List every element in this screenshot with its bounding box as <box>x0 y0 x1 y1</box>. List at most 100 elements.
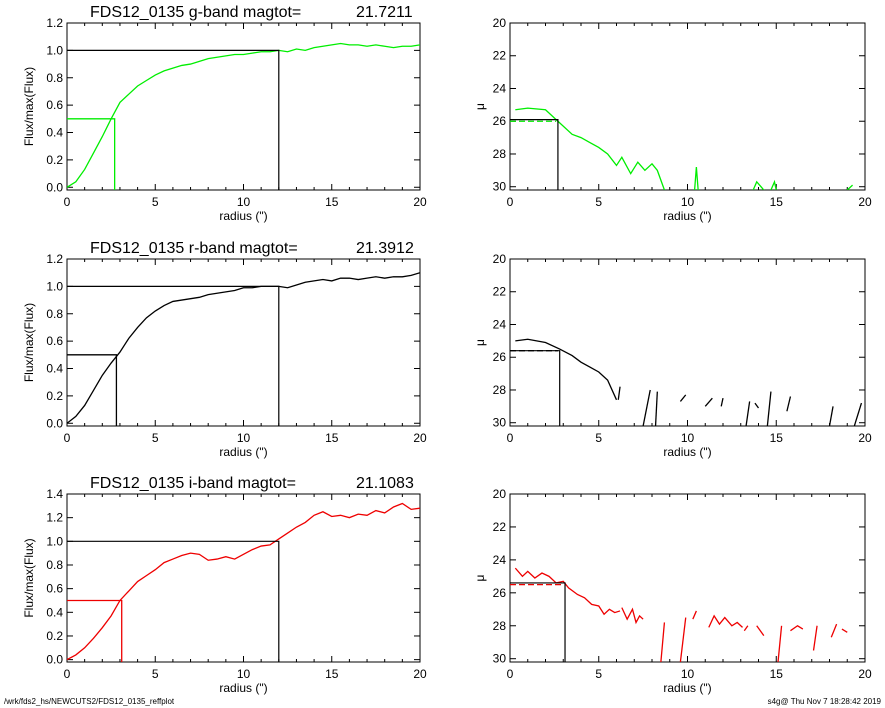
plot-frame <box>509 258 866 427</box>
y-tick-label: 30 <box>493 416 507 430</box>
profile-segment <box>515 107 666 190</box>
x-tick-label: 0 <box>507 431 514 445</box>
x-axis-label: radius (") <box>663 681 711 695</box>
g-band-growth-curve-panel: 0 5 10 15 20 0.0 0.2 0.4 0.6 0.8 1.0 1.2 radius (") F… <box>22 4 427 223</box>
x-tick-label: 20 <box>858 195 872 209</box>
x-tick-label: 10 <box>237 195 251 209</box>
y-tick-label: 0.0 <box>46 416 63 430</box>
half-light-marker <box>67 599 123 662</box>
total-light-marker <box>67 285 280 426</box>
y-tick-label: 26 <box>493 350 507 364</box>
x-tick-label: 15 <box>325 431 339 445</box>
x-tick-label: 20 <box>858 431 872 445</box>
plot-area <box>67 42 420 190</box>
reff-marker <box>510 582 566 662</box>
profile-segment <box>720 398 724 407</box>
y-tick-label: 0.4 <box>46 362 63 376</box>
profile-segment <box>777 625 783 662</box>
x-tick-label: 0 <box>64 195 71 209</box>
y-tick-label: 24 <box>493 81 507 95</box>
y-tick-label: 0.8 <box>46 558 63 572</box>
series-line <box>67 42 420 188</box>
x-tick-label: 20 <box>413 667 427 681</box>
y-tick-label: 28 <box>493 619 507 633</box>
footer-timestamp: s4g@ Thu Nov 7 18:28:42 2019 <box>768 697 882 706</box>
y-tick-label: 0.8 <box>46 71 63 85</box>
half-light-marker <box>67 354 118 426</box>
chart-title-magtot: 21.3912 <box>356 240 414 257</box>
plot-frame <box>66 22 421 191</box>
y-tick-label: 28 <box>493 383 507 397</box>
x-tick-label: 0 <box>64 431 71 445</box>
y-tick-label: 0.2 <box>46 389 63 403</box>
x-tick-label: 15 <box>325 667 339 681</box>
x-axis-label: radius (") <box>663 445 711 459</box>
y-axis-label: μ <box>473 574 487 581</box>
y-tick-label: 0.6 <box>46 98 63 112</box>
x-tick-label: 5 <box>152 667 159 681</box>
x-tick-label: 5 <box>152 195 159 209</box>
y-axis-label: Flux/max(Flux) <box>22 538 36 617</box>
profile-segment <box>514 567 621 616</box>
y-tick-label: 20 <box>493 252 507 266</box>
x-tick-label: 10 <box>237 667 251 681</box>
y-tick-label: 30 <box>493 180 507 194</box>
y-axis-label: Flux/max(Flux) <box>22 303 36 382</box>
plot-frame <box>509 493 866 663</box>
x-tick-label: 15 <box>325 195 339 209</box>
x-tick-label: 15 <box>770 195 784 209</box>
y-tick-label: 20 <box>493 16 507 30</box>
profile-segment <box>660 622 666 662</box>
y-tick-label: 22 <box>493 49 507 63</box>
y-axis-label: Flux/max(Flux) <box>22 67 36 146</box>
y-tick-label: 1.0 <box>46 534 63 548</box>
y-tick-label: 20 <box>493 487 507 501</box>
y-tick-label: 30 <box>493 652 507 666</box>
profile-segment <box>679 617 687 662</box>
x-tick-label: 20 <box>413 195 427 209</box>
profile-segment <box>812 625 818 651</box>
x-tick-label: 15 <box>770 667 784 681</box>
chart-title-magtot: 21.1083 <box>356 475 414 492</box>
reff-marker <box>510 118 559 190</box>
y-tick-label: 1.2 <box>46 16 63 30</box>
profile-segment <box>745 401 751 426</box>
profile-segment <box>679 394 687 402</box>
profile-segment <box>621 607 644 625</box>
plot-area <box>67 272 420 426</box>
y-tick-label: 0.2 <box>46 153 63 167</box>
y-tick-label: 0.8 <box>46 307 63 321</box>
reff-marker <box>510 350 561 426</box>
r-band-growth-curve-panel: 0 5 10 15 20 0.0 0.2 0.4 0.6 0.8 1.0 1.2 radius (") F… <box>22 240 427 459</box>
plot-frame <box>66 493 421 663</box>
x-tick-label: 5 <box>595 431 602 445</box>
profile-segment <box>830 623 838 638</box>
y-tick-label: 22 <box>493 520 507 534</box>
profile-segment <box>617 386 621 400</box>
y-axis-label: μ <box>473 103 487 110</box>
x-axis-label: radius (") <box>663 209 711 223</box>
y-tick-label: 26 <box>493 586 507 600</box>
series-line <box>67 502 420 661</box>
x-tick-label: 0 <box>64 667 71 681</box>
x-axis-label: radius (") <box>219 681 267 695</box>
plot-area <box>510 567 848 662</box>
x-axis-label: radius (") <box>219 209 267 223</box>
profile-segment <box>766 391 772 426</box>
profile-segment <box>841 628 848 633</box>
profile-segment <box>692 610 697 620</box>
x-tick-label: 10 <box>681 195 695 209</box>
profile-segment <box>786 396 792 412</box>
x-tick-label: 5 <box>595 195 602 209</box>
y-axis-label: μ <box>473 339 487 346</box>
y-tick-label: 22 <box>493 285 507 299</box>
profile-segment <box>770 179 777 190</box>
y-tick-label: 1.0 <box>46 43 63 57</box>
y-tick-label: 1.2 <box>46 511 63 525</box>
i-band-growth-curve-panel: 0 5 10 15 20 0.0 0.2 0.4 0.6 0.8 1.0 1.2 1.4 radius (… <box>22 475 427 695</box>
profile-segment <box>642 389 651 426</box>
chart-title: FDS12_0135 i-band magtot= <box>90 475 296 492</box>
total-light-marker <box>67 49 280 190</box>
x-tick-label: 0 <box>507 667 514 681</box>
x-tick-label: 10 <box>681 431 695 445</box>
